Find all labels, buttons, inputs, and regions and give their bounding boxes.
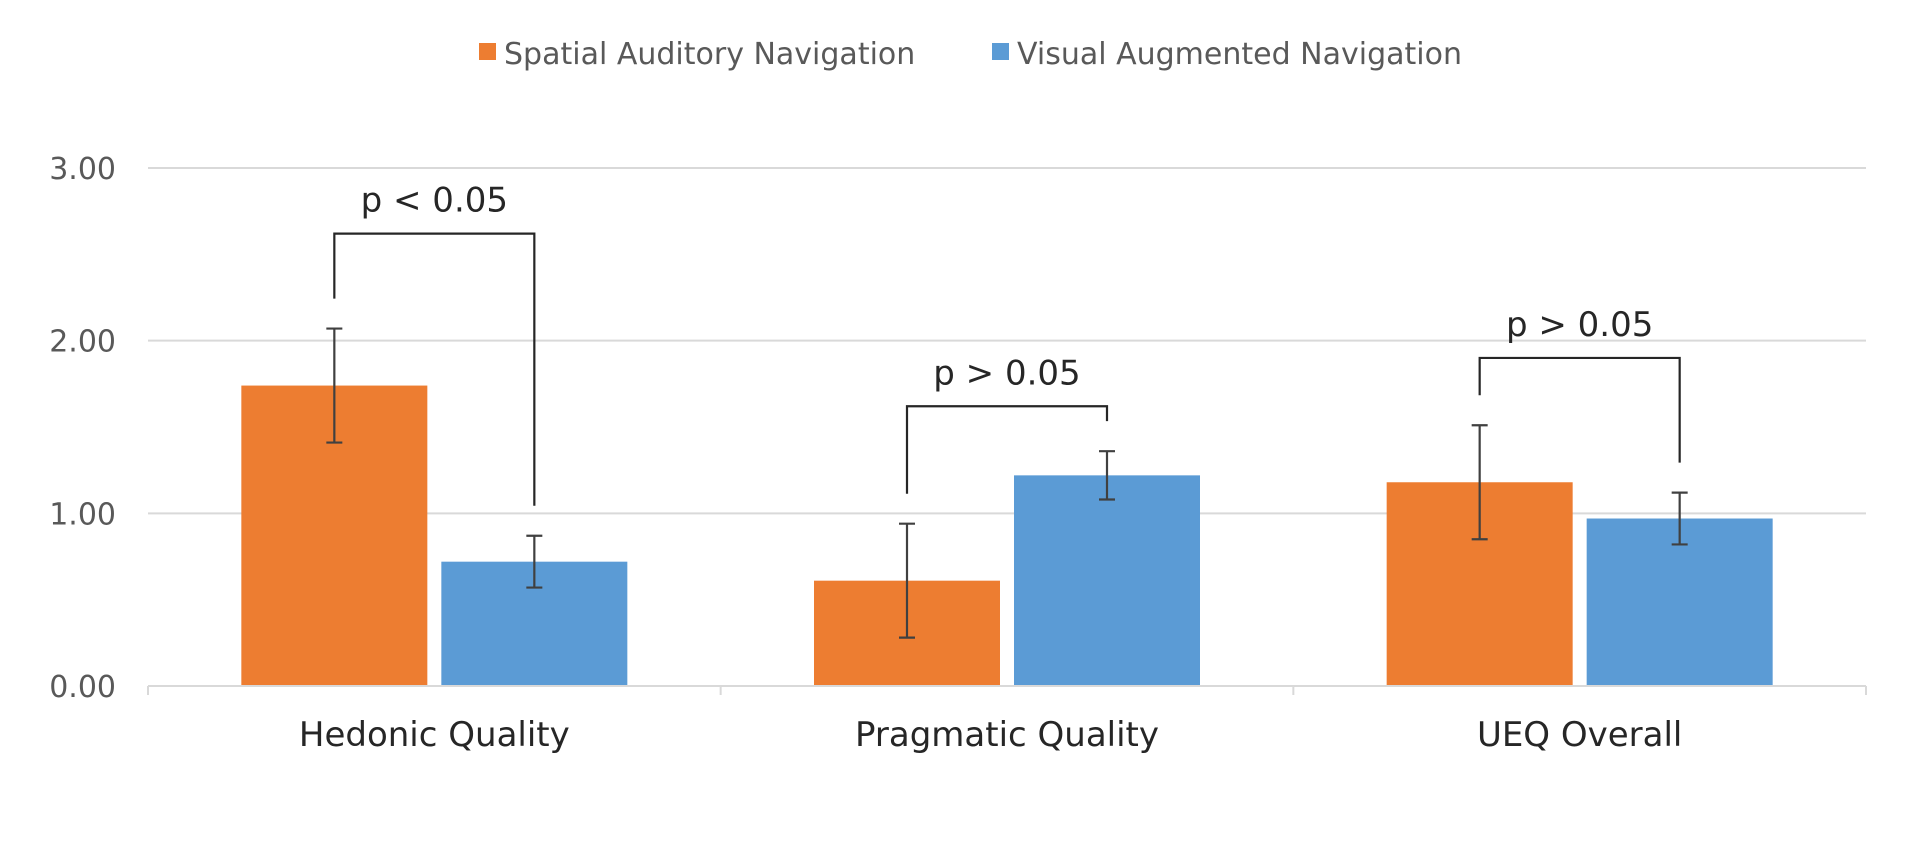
y-tick-label: 3.00 bbox=[49, 152, 116, 187]
error-bar bbox=[1671, 491, 1688, 546]
category-label: UEQ Overall bbox=[1477, 715, 1682, 755]
y-tick-label: 0.00 bbox=[49, 670, 116, 705]
category-label: Hedonic Quality bbox=[299, 715, 570, 755]
y-axis-ticks: 0.00 1.00 2.00 3.00 bbox=[49, 152, 116, 705]
error-bar bbox=[526, 534, 543, 589]
bar bbox=[1014, 475, 1200, 686]
error-bar bbox=[1471, 424, 1488, 541]
legend-swatch-1 bbox=[479, 43, 496, 60]
legend-label-1: Spatial Auditory Navigation bbox=[504, 37, 915, 72]
legend-label-2: Visual Augmented Navigation bbox=[1017, 37, 1462, 72]
significance-bracket bbox=[905, 405, 1109, 494]
bars bbox=[241, 385, 1773, 686]
significance-brackets: p < 0.05 p > 0.05 p > 0.05 bbox=[333, 181, 1681, 506]
error-bar bbox=[899, 522, 915, 639]
legend: Spatial Auditory Navigation Visual Augmen… bbox=[479, 37, 1462, 72]
x-axis: Hedonic Quality Pragmatic Quality UEQ Over… bbox=[147, 685, 1867, 755]
bar bbox=[1586, 518, 1773, 686]
p-value-label: p > 0.05 bbox=[933, 353, 1080, 393]
error-bar bbox=[326, 327, 343, 444]
y-tick-label: 1.00 bbox=[49, 497, 116, 532]
significance-bracket bbox=[1478, 356, 1681, 463]
gridlines bbox=[148, 167, 1866, 515]
legend-swatch-2 bbox=[992, 43, 1009, 60]
error-bar bbox=[1099, 450, 1115, 501]
y-tick-label: 2.00 bbox=[49, 325, 116, 360]
p-value-label: p < 0.05 bbox=[361, 181, 508, 221]
error-bars bbox=[326, 327, 1688, 639]
category-label: Pragmatic Quality bbox=[855, 715, 1159, 755]
significance-bracket bbox=[333, 232, 536, 506]
p-value-label: p > 0.05 bbox=[1506, 305, 1653, 345]
